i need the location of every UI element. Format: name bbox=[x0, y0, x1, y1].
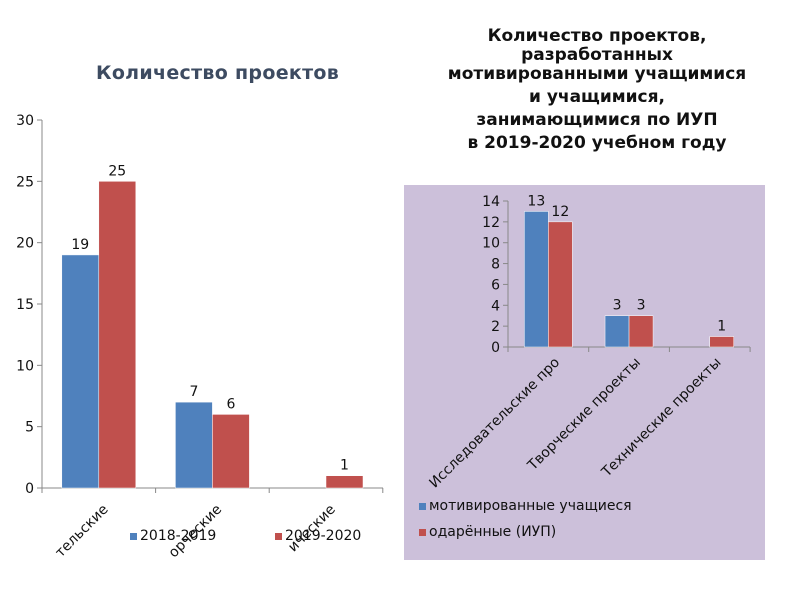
right-title-line-4: и учащимися, bbox=[528, 87, 666, 107]
left-bar-s1-c2 bbox=[175, 401, 213, 489]
right-chart-background bbox=[404, 185, 765, 560]
right-y-tick-label: 4 bbox=[491, 298, 500, 314]
right-data-label: 3 bbox=[613, 298, 622, 314]
left-legend-item-2: 2019-2020 bbox=[275, 528, 361, 544]
left-bar-s2-c2 bbox=[212, 414, 250, 489]
right-y-tick-label: 6 bbox=[491, 277, 500, 293]
left-legend-item-1: 2018-2019 bbox=[130, 528, 216, 544]
left-data-label: 25 bbox=[108, 163, 126, 179]
right-y-tick-label: 0 bbox=[491, 340, 500, 356]
right-title-line-6: в 2019-2020 учебном году bbox=[467, 133, 727, 153]
right-x-tick-label: Исследовательские про bbox=[426, 355, 563, 492]
right-legend-swatch-2 bbox=[419, 528, 426, 536]
left-bar-s2-c1 bbox=[98, 181, 137, 489]
left-legend-label-1: 2018-2019 bbox=[140, 528, 217, 544]
left-legend-swatch-2 bbox=[275, 532, 282, 540]
left-data-label: 6 bbox=[226, 396, 235, 412]
left-data-label: 7 bbox=[189, 384, 198, 400]
right-data-label: 1 bbox=[717, 319, 726, 335]
right-chart-title: Количество проектов, разработанных мотив… bbox=[414, 27, 780, 153]
right-legend-label-2: одарённые (ИУП) bbox=[429, 524, 557, 540]
left-y-tick-label: 25 bbox=[16, 174, 34, 190]
left-x-tick-label: тельские bbox=[52, 502, 111, 561]
left-legend-swatch-1 bbox=[130, 532, 137, 540]
right-bar-s2-c3 bbox=[709, 336, 734, 348]
right-y-tick-label: 2 bbox=[491, 319, 500, 335]
left-y-tick-label: 5 bbox=[25, 420, 34, 436]
left-bar-s2-c3 bbox=[325, 475, 364, 489]
right-title-line-1: Количество проектов, bbox=[487, 26, 707, 46]
left-y-tick-label: 10 bbox=[16, 358, 34, 374]
right-data-label: 13 bbox=[527, 193, 545, 209]
left-y-tick-label: 15 bbox=[16, 297, 34, 313]
right-legend-swatch-1 bbox=[419, 502, 426, 510]
right-y-tick-label: 8 bbox=[491, 257, 500, 273]
right-y-tick-label: 14 bbox=[482, 194, 500, 210]
left-y-tick-label: 0 bbox=[25, 481, 34, 497]
right-legend-item-1: мотивированные учащиеся bbox=[419, 498, 632, 514]
right-y-tick-label: 12 bbox=[482, 215, 500, 231]
left-data-label: 1 bbox=[340, 458, 349, 474]
right-bar-s1-c1 bbox=[524, 211, 549, 348]
right-legend-label-1: мотивированные учащиеся bbox=[429, 498, 632, 514]
right-bar-s2-c2 bbox=[628, 315, 654, 348]
right-legend-item-2: одарённые (ИУП) bbox=[419, 524, 556, 540]
left-y-tick-label: 20 bbox=[16, 236, 34, 252]
right-title-line-2: разработанных bbox=[521, 45, 673, 65]
right-bar-s1-c2 bbox=[604, 315, 630, 348]
right-data-label: 3 bbox=[637, 298, 646, 314]
left-bar-s1-c1 bbox=[61, 254, 100, 489]
left-data-label: 19 bbox=[71, 237, 89, 253]
right-y-tick-label: 10 bbox=[482, 236, 500, 252]
left-y-tick-label: 30 bbox=[16, 113, 34, 129]
left-legend-label-2: 2019-2020 bbox=[285, 528, 362, 544]
right-bar-s2-c1 bbox=[548, 221, 573, 348]
right-title-line-3: мотивированными учащимися bbox=[447, 64, 747, 84]
right-data-label: 12 bbox=[551, 204, 569, 220]
right-title-line-5: занимающимися по ИУП bbox=[476, 110, 718, 130]
left-chart-title: Количество проектов bbox=[96, 62, 340, 84]
